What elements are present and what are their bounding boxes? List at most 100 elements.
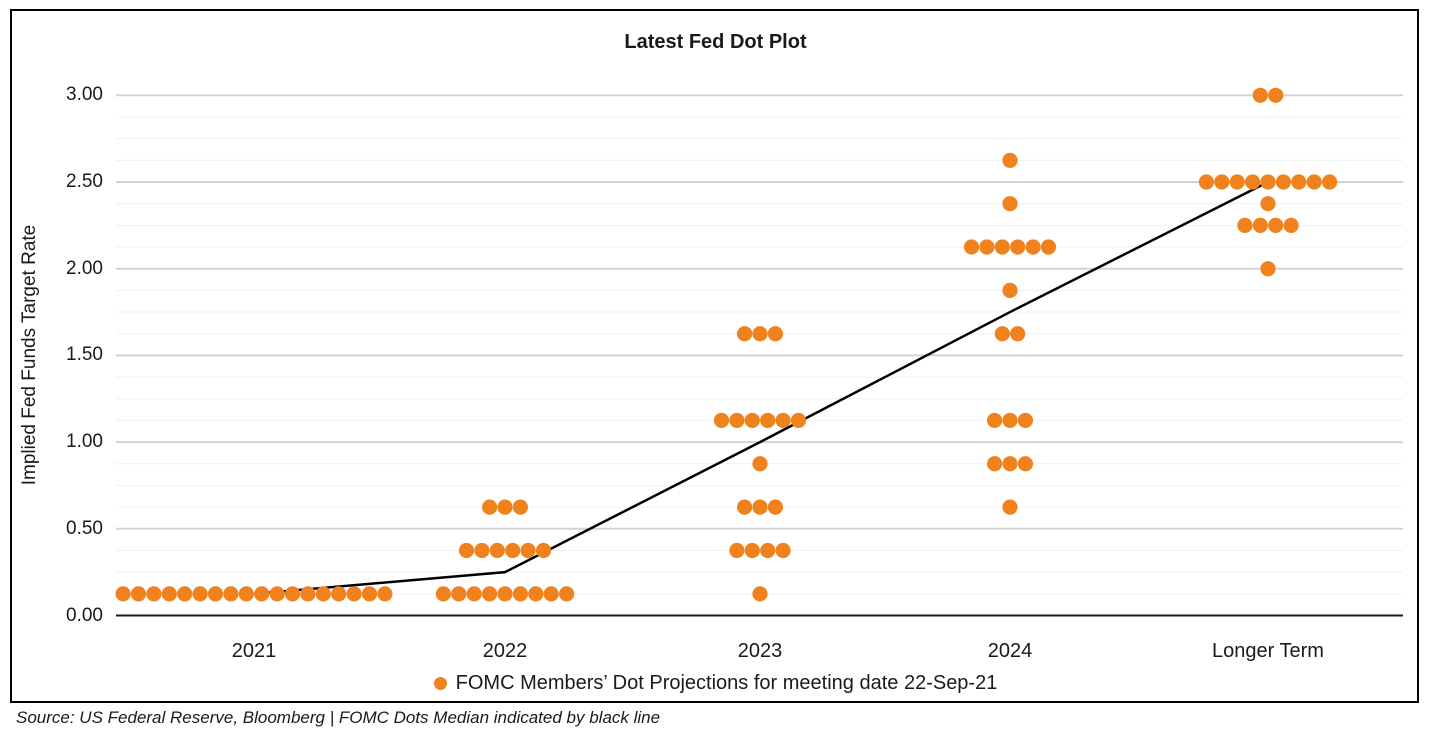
projection-dot — [752, 586, 768, 602]
projection-dot — [994, 239, 1010, 255]
projection-dot — [1260, 174, 1276, 190]
projection-dot — [1252, 217, 1268, 233]
projection-dot — [512, 499, 529, 515]
projection-dot — [1306, 174, 1322, 190]
projection-dot — [458, 542, 475, 559]
projection-dot — [1010, 239, 1026, 255]
median-line — [253, 180, 1269, 596]
projection-dot — [760, 542, 776, 559]
projection-dot — [1252, 87, 1268, 103]
projection-dot — [1260, 261, 1276, 277]
projection-dot — [535, 542, 552, 559]
projection-dot — [987, 456, 1003, 472]
projection-dot — [497, 586, 513, 602]
projection-dot — [1010, 326, 1026, 342]
projection-dot — [1002, 412, 1018, 429]
x-category-label: 2021 — [231, 640, 277, 662]
projection-dot — [790, 412, 807, 429]
projection-dot — [505, 542, 521, 559]
projection-dot — [497, 499, 513, 515]
projection-dot — [775, 412, 791, 429]
projection-dot — [238, 586, 254, 602]
projection-dot — [331, 586, 347, 602]
projection-dot — [1198, 174, 1214, 190]
projection-dot — [223, 586, 239, 602]
projection-dot — [543, 586, 559, 602]
projection-dot — [760, 412, 776, 429]
projection-dot — [775, 542, 791, 559]
projection-dot — [987, 412, 1003, 429]
projection-dot — [979, 239, 995, 255]
projection-dot — [528, 586, 544, 602]
projection-dot — [1214, 174, 1230, 190]
projection-dot — [1237, 217, 1253, 233]
projection-dot — [1229, 174, 1245, 190]
projection-dot — [435, 586, 451, 602]
projection-dot — [361, 586, 378, 602]
projection-dot — [1275, 174, 1291, 190]
projection-dot — [254, 586, 270, 602]
projection-dot — [1322, 174, 1338, 190]
projection-dot — [1002, 152, 1018, 168]
projection-dot — [1268, 87, 1284, 103]
projection-dot — [269, 586, 285, 602]
projection-dot — [1002, 456, 1018, 472]
x-category-label: Longer Term — [1212, 640, 1324, 662]
y-tick-label: 2.50 — [66, 171, 103, 192]
projection-dot — [489, 542, 505, 559]
projection-dot — [130, 586, 147, 602]
projection-dot — [482, 499, 498, 515]
x-category-label: 2022 — [482, 640, 528, 662]
projection-dot — [1002, 196, 1018, 212]
projection-dot — [474, 542, 490, 559]
projection-dot — [559, 586, 575, 602]
projection-dot — [1040, 239, 1057, 255]
projection-dot — [146, 586, 162, 602]
y-tick-label: 2.00 — [66, 257, 103, 279]
projection-dot — [284, 586, 301, 602]
projection-dot — [1268, 217, 1284, 233]
projection-dot — [377, 586, 393, 602]
projection-dot — [729, 542, 745, 559]
y-tick-label: 1.50 — [66, 344, 103, 366]
projection-dot — [752, 499, 768, 515]
projection-dot — [192, 586, 208, 602]
projection-dot — [1017, 412, 1033, 429]
y-tick-label: 3.00 — [66, 84, 103, 106]
projection-dot — [729, 412, 745, 429]
projection-dot — [520, 542, 536, 559]
projection-dot — [752, 326, 768, 342]
projection-dot — [752, 456, 768, 472]
y-axis-title: Implied Fed Funds Target Rate — [19, 224, 40, 486]
chart-title: Latest Fed Dot Plot — [624, 31, 807, 53]
y-tick-label: 0.00 — [66, 604, 103, 626]
projection-dot — [737, 326, 753, 342]
major-gridlines — [116, 94, 1403, 530]
projection-dot — [161, 586, 177, 602]
projection-dot — [466, 586, 482, 602]
projection-dot — [451, 586, 467, 602]
projection-dot — [963, 239, 980, 255]
projection-dot — [1283, 217, 1299, 233]
projection-dot — [1025, 239, 1041, 255]
legend-label: FOMC Members’ Dot Projections for meetin… — [455, 672, 998, 694]
projection-dot — [115, 586, 131, 602]
projection-dot — [1002, 282, 1018, 298]
projection-dot — [767, 326, 784, 342]
projection-dot — [177, 586, 193, 602]
dot-series — [115, 87, 1338, 602]
projection-dot — [1260, 196, 1276, 212]
projection-dot — [315, 586, 331, 602]
projection-dot — [1017, 456, 1033, 472]
projection-dot — [1245, 174, 1261, 190]
y-tick-label: 1.00 — [66, 431, 103, 453]
y-tick-label: 0.50 — [66, 517, 103, 539]
projection-dot — [994, 326, 1010, 342]
source-note: Source: US Federal Reserve, Bloomberg | … — [16, 708, 661, 727]
legend: FOMC Members’ Dot Projections for meetin… — [12, 672, 1419, 695]
projection-dot — [1002, 499, 1018, 515]
projection-dot — [767, 499, 784, 515]
x-category-label: 2023 — [737, 640, 783, 662]
